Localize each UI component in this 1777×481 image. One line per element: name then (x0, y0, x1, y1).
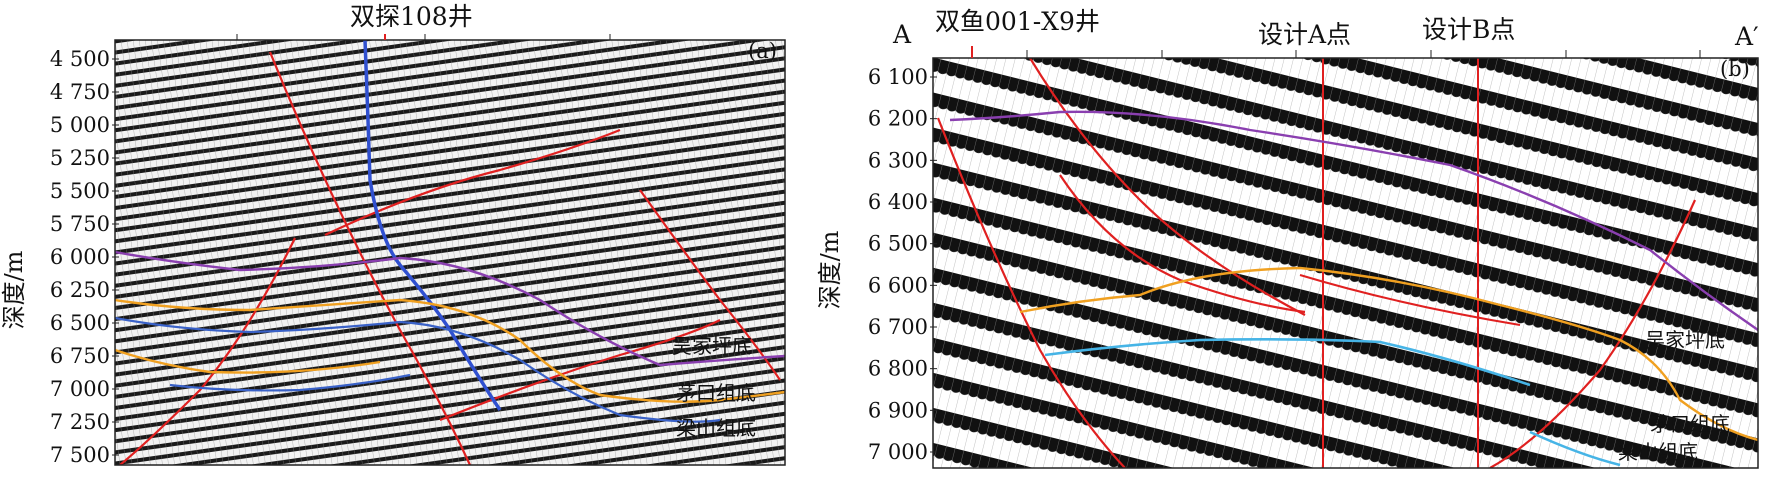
horizon-label-wujiaping-a: 吴家坪底 (672, 334, 752, 358)
panel-b-frame (932, 57, 1759, 469)
design-point-a-label: 设计A点 (1258, 20, 1351, 49)
fault-line (1299, 274, 1521, 326)
horizon-wujiaping-a (115, 250, 785, 367)
seismic-section-a (115, 40, 785, 465)
horizon-label-maokou-a: 茅口组底 (676, 381, 756, 405)
ytick-label: 6 800 (868, 357, 928, 381)
interpretation-b (936, 58, 1758, 468)
well-label-b: 双鱼001-X9井 (935, 7, 1100, 36)
ytick-label: 6 300 (868, 148, 928, 172)
ytick-label: 6 500 (868, 232, 928, 256)
well-track (363, 40, 502, 411)
ytick-label: 7 500 (50, 443, 110, 467)
fault-line (268, 51, 471, 465)
fault-line (639, 189, 781, 381)
ytick-label: 6 700 (868, 315, 928, 339)
ytick-label: 5 250 (50, 146, 110, 170)
fault-line (1059, 174, 1306, 314)
fault-line (1029, 58, 1306, 316)
ytick-label: 6 200 (868, 107, 928, 131)
fault-line (119, 237, 296, 465)
horizon-liangshan-b (1044, 338, 1531, 387)
ytick-labels-a: 4 500 4 750 5 000 5 250 5 500 5 750 6 000 6 250… (50, 47, 119, 467)
horizon-liangshan-a (115, 316, 721, 423)
horizon-liangshan-b2 (1529, 430, 1621, 467)
fault-line (936, 117, 1126, 468)
ytick-label: 6 750 (50, 344, 110, 368)
interpretation-a (115, 40, 785, 465)
ylabel-a: 深度/m (0, 250, 28, 329)
ytick-label: 5 000 (50, 113, 110, 137)
horizon-label-liangshan-b: 梁山组底 (1618, 440, 1698, 464)
ytick-label: 6 100 (868, 65, 928, 89)
ytick-label: 7 000 (868, 440, 928, 464)
ytick-label: 4 750 (50, 80, 110, 104)
horizon-wujiaping-b (949, 110, 1758, 331)
horizon-maokou-b (1019, 266, 1758, 442)
well-label-a: 双探108井 (350, 2, 473, 31)
ytick-label: 6 500 (50, 311, 110, 335)
horizon-liangshan-a2 (169, 373, 411, 392)
ytick-label: 5 750 (50, 212, 110, 236)
panel-b: A 双鱼001-X9井 设计A点 设计B点 A′ (b) 深度/m 6 1006… (816, 7, 1759, 469)
seismic-section-b (933, 58, 1758, 468)
horizon-label-wujiaping-b: 吴家坪底 (1645, 328, 1725, 352)
ytick-label: 6 000 (50, 245, 110, 269)
ytick-label: 6 900 (868, 398, 928, 422)
ytick-label: 7 250 (50, 410, 110, 434)
ylabel-b: 深度/m (816, 230, 844, 309)
panel-tag-b: (b) (1720, 57, 1750, 81)
ytick-label: 7 000 (50, 377, 110, 401)
horizon-label-maokou-b: 茅口组底 (1650, 412, 1730, 436)
section-end-left: A (892, 20, 912, 49)
ytick-label: 4 500 (50, 47, 110, 71)
ytick-label: 6 400 (868, 190, 928, 214)
ytick-label: 6 250 (50, 278, 110, 302)
ytick-label: 6 600 (868, 273, 928, 297)
fault-line (1489, 199, 1697, 468)
ytick-label: 5 500 (50, 179, 110, 203)
ytick-labels-b: 6 100 6 200 6 300 6 400 6 500 6 600 6 700 6 800… (868, 65, 937, 464)
section-end-right: A′ (1734, 22, 1759, 51)
panel-a: 双探108井 (a) 深度/m 4 500 4 750 5 000 5 250 5 50… (0, 2, 786, 467)
horizon-label-liangshan-a: 梁山组底 (676, 416, 756, 440)
panel-tag-a: (a) (748, 39, 777, 63)
design-point-b-label: 设计B点 (1422, 15, 1515, 44)
panel-a-frame (114, 39, 786, 466)
horizon-maokou-a (115, 298, 785, 403)
horizon-maokou-a2 (115, 348, 381, 374)
